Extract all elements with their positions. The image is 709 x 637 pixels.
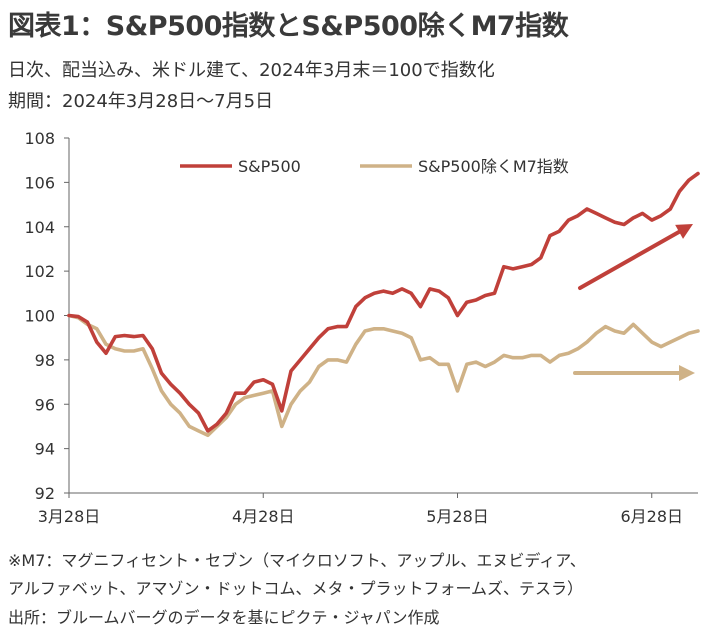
x-tick-label: 3月28日 [38,507,101,526]
series-line-sp500-ex-m7 [67,313,700,438]
series-lines [67,171,700,438]
y-tick-label: 104 [24,218,55,237]
x-tick-label: 4月28日 [232,507,295,526]
flat-arrow-icon-head [679,365,695,381]
y-tick-label: 106 [24,173,55,192]
legend-item-sp500: S&P500 [180,157,301,176]
source-note: 出所：ブルームバーグのデータを基にピクテ・ジャパン作成 [8,608,440,627]
chart-title: 図表1：S&P500指数とS&P500除くM7指数 [8,11,569,42]
chart-subtitle-units: 日次、配当込み、米ドル建て、2024年3月末＝100で指数化 [8,60,495,81]
chart-subtitle-period: 期間：2024年3月28日～7月5日 [8,91,274,112]
legend-item-sp500-ex-m7: S&P500除くM7指数 [360,157,569,176]
up-arrow-icon-shaft [578,229,682,290]
y-axis: 92 94 96 98 100 102 104 106 108 [24,129,70,503]
y-tick-label: 94 [35,440,55,459]
y-tick-label: 102 [24,262,55,281]
y-tick-label: 92 [35,484,55,503]
y-tick-label: 100 [24,307,55,326]
footnote-m7-continued: アルファベット、アマゾン・ドットコム、メタ・プラットフォームズ、テスラ） [8,579,584,598]
y-tick-label: 98 [35,351,55,370]
y-tick-label: 108 [24,129,55,148]
x-tick-label: 5月28日 [426,507,489,526]
trend-arrows [573,224,695,381]
legend: S&P500 S&P500除くM7指数 [180,157,569,176]
x-tick-label: 6月28日 [620,507,683,526]
footnote-m7: ※M7：マグニフィセント・セブン（マイクロソフト、アップル、エヌビディア、 [8,551,586,570]
legend-label: S&P500 [238,157,301,176]
y-tick-label: 96 [35,395,55,414]
legend-label: S&P500除くM7指数 [418,157,569,176]
x-axis: 3月28日 4月28日 5月28日 6月28日 [38,492,698,526]
series-line-sp500 [67,171,700,433]
up-arrow-icon-head [675,224,693,239]
line-chart: 92 94 96 98 100 102 104 106 108 3月28日 4月28日 5月28日 6… [24,129,700,526]
